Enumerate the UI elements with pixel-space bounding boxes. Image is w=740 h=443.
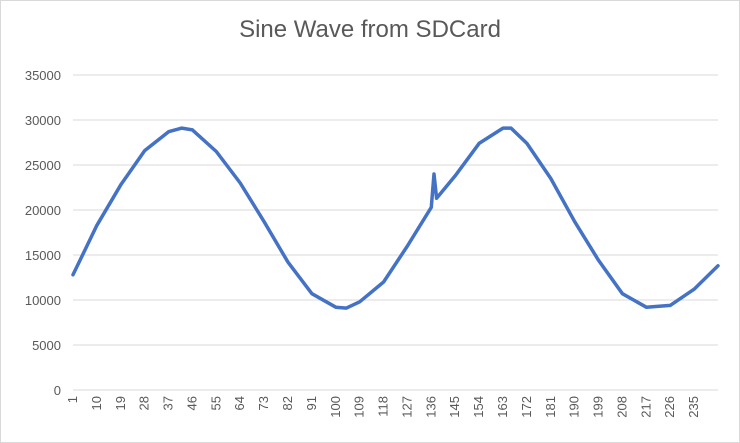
x-tick-label: 10	[89, 396, 104, 410]
x-tick-label: 217	[638, 396, 653, 418]
y-tick-label: 15000	[25, 248, 61, 263]
x-tick-label: 208	[614, 396, 629, 418]
x-tick-label: 100	[328, 396, 343, 418]
x-tick-label: 145	[447, 396, 462, 418]
y-tick-label: 10000	[25, 293, 61, 308]
x-tick-label: 226	[662, 396, 677, 418]
y-tick-label: 25000	[25, 158, 61, 173]
x-tick-label: 235	[686, 396, 701, 418]
x-tick-label: 199	[591, 396, 606, 418]
y-tick-label: 30000	[25, 113, 61, 128]
series-line-0	[71, 126, 720, 310]
y-tick-label: 35000	[25, 68, 61, 83]
x-tick-label: 64	[232, 396, 247, 410]
series-layer	[71, 126, 720, 310]
y-tick-labels: 0 5000 10000 15000 20000 25000 30000 35000	[25, 68, 61, 398]
x-tick-label: 1	[65, 396, 80, 403]
x-tick-label: 127	[399, 396, 414, 418]
y-tick-label: 0	[54, 383, 61, 398]
y-tick-label: 20000	[25, 203, 61, 218]
x-tick-label: 181	[543, 396, 558, 418]
x-tick-label: 109	[352, 396, 367, 418]
x-tick-labels: 1 10 19 28 37 46 55 64 73 82 91 100 109 118 127 136 145 1…	[65, 396, 701, 418]
x-tick-label: 172	[519, 396, 534, 418]
x-tick-label: 136	[423, 396, 438, 418]
x-tick-label: 91	[304, 396, 319, 410]
chart-title: Sine Wave from SDCard	[239, 16, 501, 43]
x-tick-label: 46	[184, 396, 199, 410]
x-tick-label: 28	[137, 396, 152, 410]
x-tick-label: 154	[471, 396, 486, 418]
x-tick-label: 190	[567, 396, 582, 418]
x-tick-label: 19	[113, 396, 128, 410]
x-tick-label: 55	[208, 396, 223, 410]
x-tick-label: 163	[495, 396, 510, 418]
x-tick-label: 37	[161, 396, 176, 410]
x-tick-label: 73	[256, 396, 271, 410]
gridlines	[73, 74, 718, 391]
y-tick-label: 5000	[32, 338, 61, 353]
x-tick-label: 82	[280, 396, 295, 410]
x-tick-label: 118	[376, 396, 391, 417]
